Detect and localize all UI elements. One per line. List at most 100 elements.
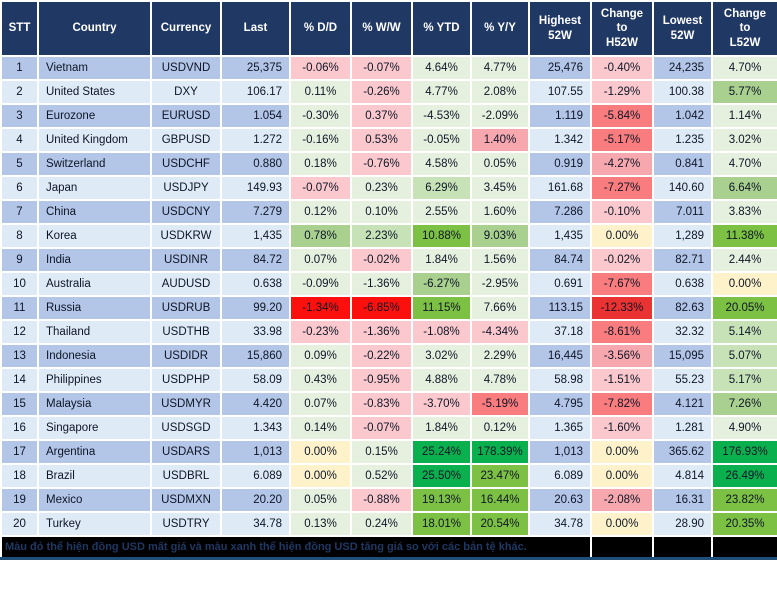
cell-chg_l: 26.49% — [711, 463, 777, 489]
cell-high: 7.286 — [528, 199, 592, 225]
cell-ytd: 3.02% — [411, 343, 472, 369]
col-header-dd: % D/D — [289, 0, 352, 57]
currency-table: STT Country Currency Last% D/D% W/W% YTD% Y… — [0, 0, 777, 560]
table-row: 16 Singapore USDSGD 1.343 0.14% -0.07% 1.84% 0.… — [0, 415, 777, 441]
cell-low: 0.638 — [652, 271, 713, 297]
cell-ytd: 19.13% — [411, 487, 472, 513]
table-row: 9 India USDINR 84.72 0.07% -0.02% 1.84% 1.56% 84… — [0, 247, 777, 273]
cell-stt: 19 — [0, 487, 39, 513]
cell-low: 16.31 — [652, 487, 713, 513]
cell-dd: 0.09% — [289, 343, 352, 369]
cell-country: India — [37, 247, 152, 273]
cell-currency: USDCNY — [150, 199, 222, 225]
col-header-ww: % W/W — [350, 0, 413, 57]
cell-low: 28.90 — [652, 511, 713, 537]
cell-low: 24,235 — [652, 55, 713, 81]
cell-country: Mexico — [37, 487, 152, 513]
cell-yy: 0.12% — [470, 415, 530, 441]
cell-low: 0.841 — [652, 151, 713, 177]
cell-ww: 0.15% — [350, 439, 413, 465]
cell-yy: 0.05% — [470, 151, 530, 177]
cell-yy: 23.47% — [470, 463, 530, 489]
cell-currency: USDSGD — [150, 415, 222, 441]
cell-ww: 2.23% — [350, 223, 413, 249]
cell-yy: -2.95% — [470, 271, 530, 297]
cell-low: 1,289 — [652, 223, 713, 249]
cell-ww: -0.07% — [350, 55, 413, 81]
cell-last: 7.279 — [220, 199, 291, 225]
cell-yy: 16.44% — [470, 487, 530, 513]
cell-yy: 2.08% — [470, 79, 530, 105]
cell-ytd: -6.27% — [411, 271, 472, 297]
table-row: 18 Brazil USDBRL 6.089 0.00% 0.52% 25.50% 23.47… — [0, 463, 777, 489]
cell-dd: 0.05% — [289, 487, 352, 513]
cell-high: 20.63 — [528, 487, 592, 513]
cell-chg_h: 0.00% — [590, 511, 654, 537]
cell-yy: -5.19% — [470, 391, 530, 417]
cell-ytd: 4.88% — [411, 367, 472, 393]
cell-ww: -0.26% — [350, 79, 413, 105]
cell-country: Switzerland — [37, 151, 152, 177]
cell-high: 1.365 — [528, 415, 592, 441]
cell-chg_h: -12.33% — [590, 295, 654, 321]
cell-low: 365.62 — [652, 439, 713, 465]
table-row: 4 United Kingdom GBPUSD 1.272 -0.16% 0.53% -0.… — [0, 127, 777, 153]
cell-dd: -0.07% — [289, 175, 352, 201]
cell-stt: 8 — [0, 223, 39, 249]
cell-chg_h: -1.60% — [590, 415, 654, 441]
cell-high: 161.68 — [528, 175, 592, 201]
cell-ww: -0.88% — [350, 487, 413, 513]
cell-dd: 0.14% — [289, 415, 352, 441]
cell-ww: -0.95% — [350, 367, 413, 393]
cell-high: 1,435 — [528, 223, 592, 249]
col-header-country: Country — [37, 0, 152, 57]
cell-last: 20.20 — [220, 487, 291, 513]
cell-currency: USDKRW — [150, 223, 222, 249]
cell-last: 1,435 — [220, 223, 291, 249]
cell-currency: AUDUSD — [150, 271, 222, 297]
cell-ww: -0.83% — [350, 391, 413, 417]
cell-chg_h: -3.56% — [590, 343, 654, 369]
cell-stt: 4 — [0, 127, 39, 153]
cell-high: 113.15 — [528, 295, 592, 321]
cell-high: 58.98 — [528, 367, 592, 393]
col-header-currency: Currency — [150, 0, 222, 57]
cell-ytd: -3.70% — [411, 391, 472, 417]
cell-dd: 0.11% — [289, 79, 352, 105]
cell-ww: -0.22% — [350, 343, 413, 369]
cell-last: 84.72 — [220, 247, 291, 273]
cell-yy: 1.56% — [470, 247, 530, 273]
table-row: 3 Eurozone EURUSD 1.054 -0.30% 0.37% -4.53% -2.… — [0, 103, 777, 129]
cell-country: Philippines — [37, 367, 152, 393]
cell-currency: USDMXN — [150, 487, 222, 513]
cell-ww: 0.52% — [350, 463, 413, 489]
cell-last: 149.93 — [220, 175, 291, 201]
cell-high: 0.919 — [528, 151, 592, 177]
table-row: 8 Korea USDKRW 1,435 0.78% 2.23% 10.88% 9.03% 1,… — [0, 223, 777, 249]
col-header-high: Highest 52W — [528, 0, 592, 57]
cell-last: 33.98 — [220, 319, 291, 345]
cell-chg_h: -2.08% — [590, 487, 654, 513]
cell-last: 25,375 — [220, 55, 291, 81]
col-header-chg_h: Change to H52W — [590, 0, 654, 57]
cell-chg_l: 3.02% — [711, 127, 777, 153]
cell-stt: 6 — [0, 175, 39, 201]
cell-low: 140.60 — [652, 175, 713, 201]
table-row: 17 Argentina USDARS 1,013 0.00% 0.15% 25.24% 17… — [0, 439, 777, 465]
cell-chg_l: 176.93% — [711, 439, 777, 465]
cell-last: 0.880 — [220, 151, 291, 177]
footer-empty-cell — [652, 535, 713, 560]
cell-chg_l: 5.07% — [711, 343, 777, 369]
col-header-chg_l: Change to L52W — [711, 0, 777, 57]
cell-chg_h: -7.67% — [590, 271, 654, 297]
cell-dd: 0.18% — [289, 151, 352, 177]
cell-ytd: 4.77% — [411, 79, 472, 105]
cell-yy: 9.03% — [470, 223, 530, 249]
col-header-stt: STT — [0, 0, 39, 57]
cell-country: Singapore — [37, 415, 152, 441]
cell-ytd: 1.84% — [411, 247, 472, 273]
cell-chg_l: 4.70% — [711, 151, 777, 177]
cell-dd: 0.00% — [289, 439, 352, 465]
col-header-low: Lowest 52W — [652, 0, 713, 57]
cell-dd: 0.43% — [289, 367, 352, 393]
